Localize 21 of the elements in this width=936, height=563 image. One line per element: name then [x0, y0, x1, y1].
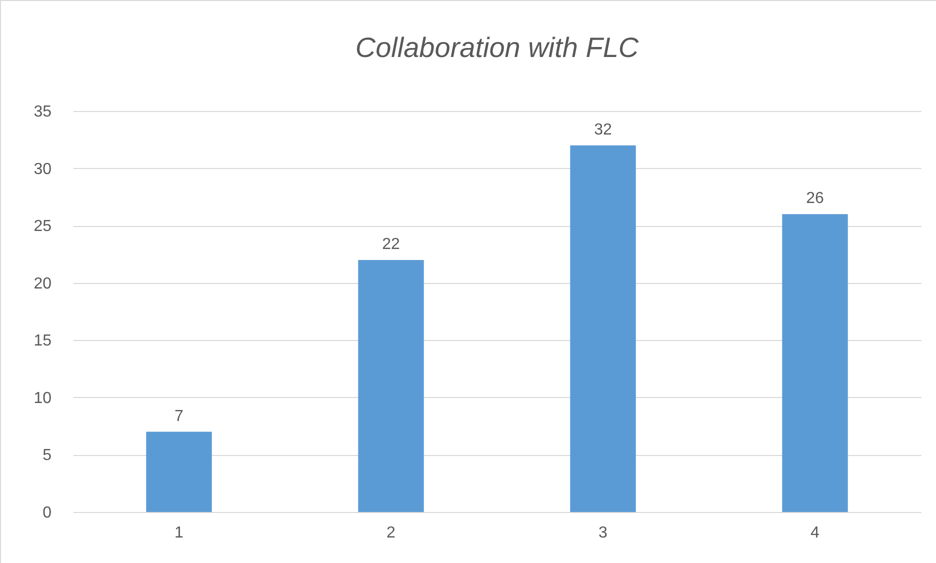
y-tick-label: 35: [34, 104, 52, 120]
y-tick-label: 30: [34, 160, 52, 178]
x-tick-label: 3: [598, 524, 608, 542]
y-tick-label: 0: [42, 504, 52, 522]
chart-title: Collaboration with FLC: [355, 32, 640, 63]
y-tick-label: 15: [34, 332, 52, 350]
bar: [570, 145, 636, 512]
bar: [358, 260, 424, 512]
data-label: 32: [594, 121, 612, 138]
y-tick-label: 20: [34, 275, 52, 292]
y-tick-label: 10: [34, 390, 52, 407]
x-tick-label: 1: [174, 524, 184, 542]
data-label: 26: [806, 190, 824, 208]
x-tick-label: 4: [810, 524, 820, 542]
bar: [146, 432, 212, 512]
data-label: 22: [382, 236, 400, 253]
y-tick-label: 5: [42, 447, 52, 464]
y-tick-label: 25: [34, 218, 52, 236]
bar: [782, 214, 848, 512]
data-label: 7: [174, 408, 184, 425]
x-tick-label: 2: [386, 524, 396, 542]
